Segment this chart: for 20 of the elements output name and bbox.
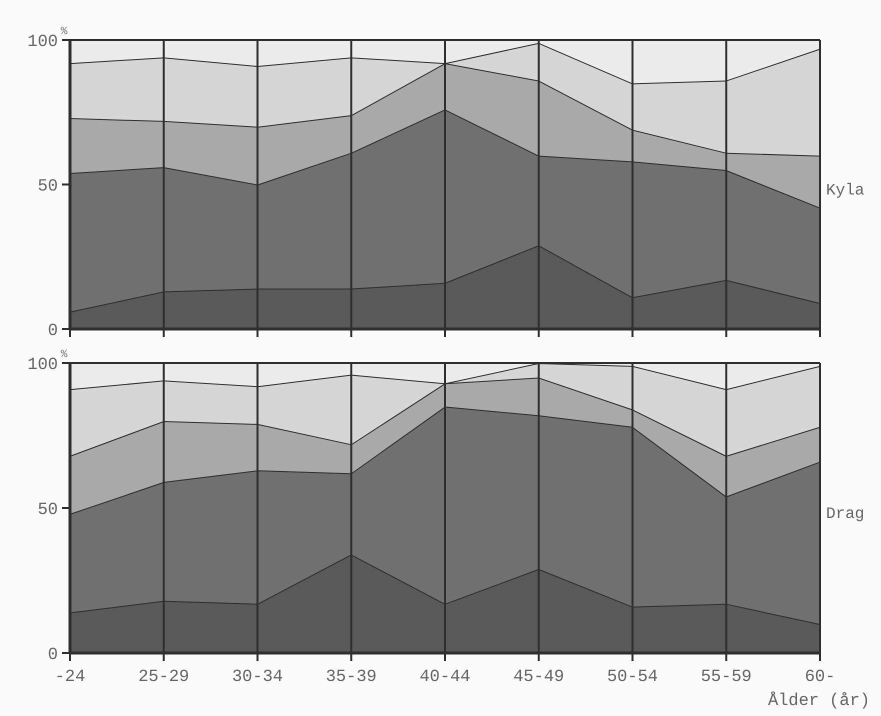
x-tick-label: -24 — [54, 668, 86, 687]
y-tick-label: 50 — [38, 500, 58, 520]
x-tick-label: 50-54 — [606, 668, 658, 687]
x-tick-label: 25-29 — [138, 668, 190, 687]
x-tick-label: 45-49 — [513, 668, 564, 687]
text: Drag — [826, 505, 864, 523]
text: Kyla — [826, 182, 865, 200]
x-axis-title: Ålder (år) — [768, 691, 870, 711]
y-axis-title: % — [60, 26, 68, 38]
y-tick-label: 100 — [27, 32, 58, 52]
y-tick-label: 0 — [48, 646, 58, 665]
x-tick-label: 35-39 — [326, 668, 377, 687]
y-tick-label: 50 — [38, 177, 58, 196]
x-tick-label: 30-34 — [232, 668, 284, 687]
x-tick-label: 40-44 — [419, 668, 471, 687]
y-tick-label: 100 — [27, 356, 58, 375]
x-tick-label: 60- — [804, 668, 836, 687]
y-axis-title: % — [60, 349, 68, 361]
y-tick-label: 0 — [48, 322, 58, 341]
x-tick-label: 55-59 — [700, 668, 752, 687]
